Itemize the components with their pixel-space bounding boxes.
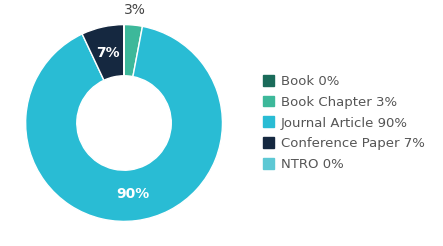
Wedge shape bbox=[124, 25, 143, 77]
Legend: Book 0%, Book Chapter 3%, Journal Article 90%, Conference Paper 7%, NTRO 0%: Book 0%, Book Chapter 3%, Journal Articl… bbox=[259, 71, 429, 175]
Wedge shape bbox=[82, 25, 124, 80]
Text: 90%: 90% bbox=[117, 187, 150, 201]
Wedge shape bbox=[26, 26, 222, 221]
Text: 3%: 3% bbox=[124, 3, 146, 17]
Text: 7%: 7% bbox=[97, 46, 120, 60]
